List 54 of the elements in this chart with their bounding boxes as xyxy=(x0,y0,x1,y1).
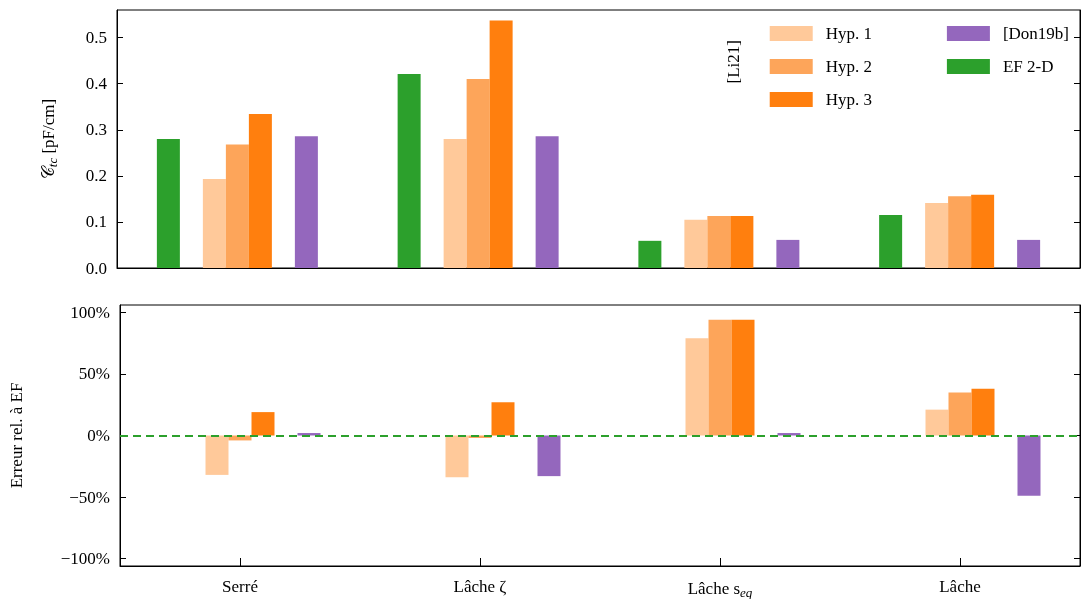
bar xyxy=(443,139,467,268)
bar xyxy=(684,219,708,268)
bar xyxy=(776,239,800,268)
bar xyxy=(489,20,513,268)
bar xyxy=(205,435,229,475)
y-tick-label: 0% xyxy=(87,426,110,445)
bar xyxy=(466,79,490,268)
legend-label: [Don19b] xyxy=(1002,24,1070,43)
legend-title: [Li21] xyxy=(724,39,743,84)
bar xyxy=(397,74,421,268)
bar xyxy=(879,215,903,268)
bar xyxy=(925,409,949,436)
x-tick-label: Lâche ζ xyxy=(453,577,507,596)
y-tick-label: 0.0 xyxy=(85,258,107,278)
bar xyxy=(251,412,275,436)
y-tick-label: 0.5 xyxy=(85,28,107,48)
legend-label: Hyp. 2 xyxy=(825,57,872,76)
bar xyxy=(685,338,709,436)
y-tick-label: 0.2 xyxy=(85,166,107,186)
x-tick-label: Serré xyxy=(222,577,258,596)
bar xyxy=(638,240,662,268)
y-tick-label: 0.1 xyxy=(85,212,107,232)
bar xyxy=(707,215,731,268)
y-tick-label: −100% xyxy=(60,549,110,569)
bar xyxy=(1017,239,1041,268)
bar xyxy=(491,402,515,436)
bar xyxy=(730,215,754,268)
legend-label: Hyp. 3 xyxy=(825,90,872,109)
x-tick-label: Lâche xyxy=(939,577,981,596)
y-tick-label: −50% xyxy=(69,487,110,507)
bar xyxy=(445,435,469,478)
bar xyxy=(971,194,995,268)
y-axis-title: Erreur rel. à EF xyxy=(7,382,26,489)
bar xyxy=(535,136,559,268)
y-tick-label: 0.3 xyxy=(85,120,107,140)
bar xyxy=(925,203,949,268)
bar xyxy=(225,144,249,268)
bar xyxy=(156,139,180,268)
bar xyxy=(948,196,972,268)
bar xyxy=(948,392,972,436)
bar xyxy=(294,136,318,268)
y-tick-label: 0.4 xyxy=(85,74,108,94)
y-tick-label: 100% xyxy=(70,302,110,322)
bar xyxy=(708,319,732,436)
bar xyxy=(731,319,755,436)
y-axis-title: 𝒞tc [pF/cm] xyxy=(39,98,60,180)
bar xyxy=(537,435,561,477)
bar xyxy=(202,179,226,268)
legend-label: Hyp. 1 xyxy=(825,24,872,43)
bar xyxy=(971,388,995,436)
bar xyxy=(1017,435,1041,496)
legend-label: EF 2-D xyxy=(1002,57,1054,76)
bar xyxy=(248,114,272,268)
y-tick-label: 50% xyxy=(78,364,110,384)
